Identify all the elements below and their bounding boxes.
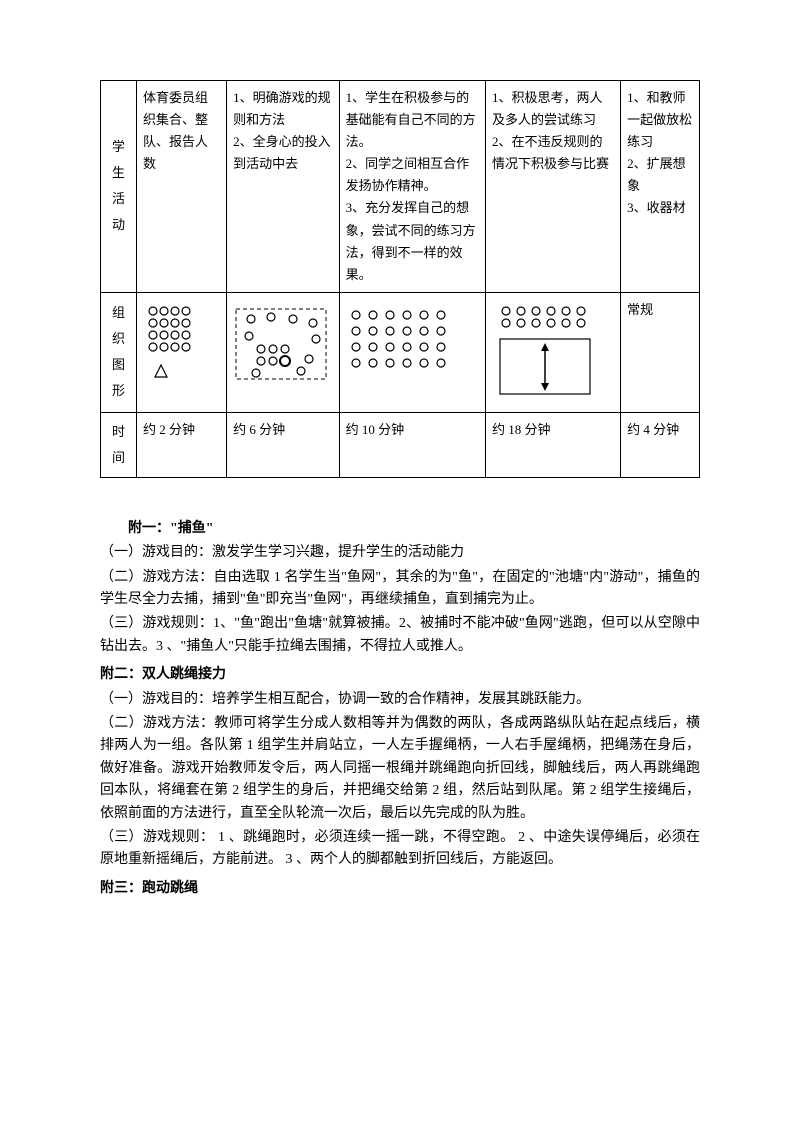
diagram-4 (486, 292, 621, 412)
cell-r3-c5: 约 4 分钟 (621, 412, 700, 477)
appendix-1-p3: （三）游戏规则：1、"鱼"跑出"鱼塘"就算被捕。2、被捕时不能冲破"鱼网"逃跑，… (100, 613, 700, 658)
appendix-2-title: 附二：双人跳绳接力 (100, 664, 700, 686)
cell-r3-c1: 约 2 分钟 (137, 412, 227, 477)
appendix-2-p2: （二）游戏方法：教师可将学生分成人数相等并为偶数的两队，各成两路纵队站在起点线后… (100, 713, 700, 825)
appendix-section: 附一："捕鱼" （一）游戏目的：激发学生学习兴趣，提升学生的活动能力 （二）游戏… (100, 518, 700, 900)
cell-r1-c2: 1、明确游戏的规则和方法 2、全身心的投入到活动中去 (227, 81, 340, 293)
appendix-2-p3: （三）游戏规则： 1 、跳绳跑时，必须连续一摇一跳，不得空跑。 2 、中途失误停… (100, 827, 700, 872)
cell-r3-c2: 约 6 分钟 (227, 412, 340, 477)
row-label-time: 时间 (101, 412, 137, 477)
appendix-1-p2: （二）游戏方法：自由选取 1 名学生当"鱼网"，其余的为"鱼"，在固定的"池塘"… (100, 567, 700, 612)
appendix-2-p1: （一）游戏目的：培养学生相互配合，协调一致的合作精神，发展其跳跃能力。 (100, 689, 700, 711)
time-row: 时间 约 2 分钟 约 6 分钟 约 10 分钟 约 18 分钟 约 4 分钟 (101, 412, 700, 477)
cell-r3-c4: 约 18 分钟 (486, 412, 621, 477)
cell-r1-c5: 1、和教师一起做放松练习 2、扩展想象 3、收器材 (621, 81, 700, 293)
row-label-student: 学 生 活 动 (101, 81, 137, 293)
diagram-3 (339, 292, 485, 412)
cell-r2-c5: 常规 (621, 292, 700, 412)
appendix-3-title: 附三：跑动跳绳 (100, 878, 700, 900)
student-activity-row: 学 生 活 动 体育委员组织集合、整队、报告人数 1、明确游戏的规则和方法 2、… (101, 81, 700, 293)
cell-r1-c3: 1、学生在积极参与的基础能有自己不同的方法。 2、同学之间相互合作发扬协作精神。… (339, 81, 485, 293)
appendix-1-p1: （一）游戏目的：激发学生学习兴趣，提升学生的活动能力 (100, 542, 700, 564)
cell-r3-c3: 约 10 分钟 (339, 412, 485, 477)
cell-r1-c1: 体育委员组织集合、整队、报告人数 (137, 81, 227, 293)
formation-row: 组 织 图 形 (101, 292, 700, 412)
diagram-1 (137, 292, 227, 412)
lesson-table: 学 生 活 动 体育委员组织集合、整队、报告人数 1、明确游戏的规则和方法 2、… (100, 80, 700, 478)
row-label-formation: 组 织 图 形 (101, 292, 137, 412)
diagram-2 (227, 292, 340, 412)
cell-r1-c4: 1、积极思考，两人及多人的尝试练习 2、在不违反规则的情况下积极参与比赛 (486, 81, 621, 293)
appendix-1-title: 附一："捕鱼" (100, 518, 700, 540)
